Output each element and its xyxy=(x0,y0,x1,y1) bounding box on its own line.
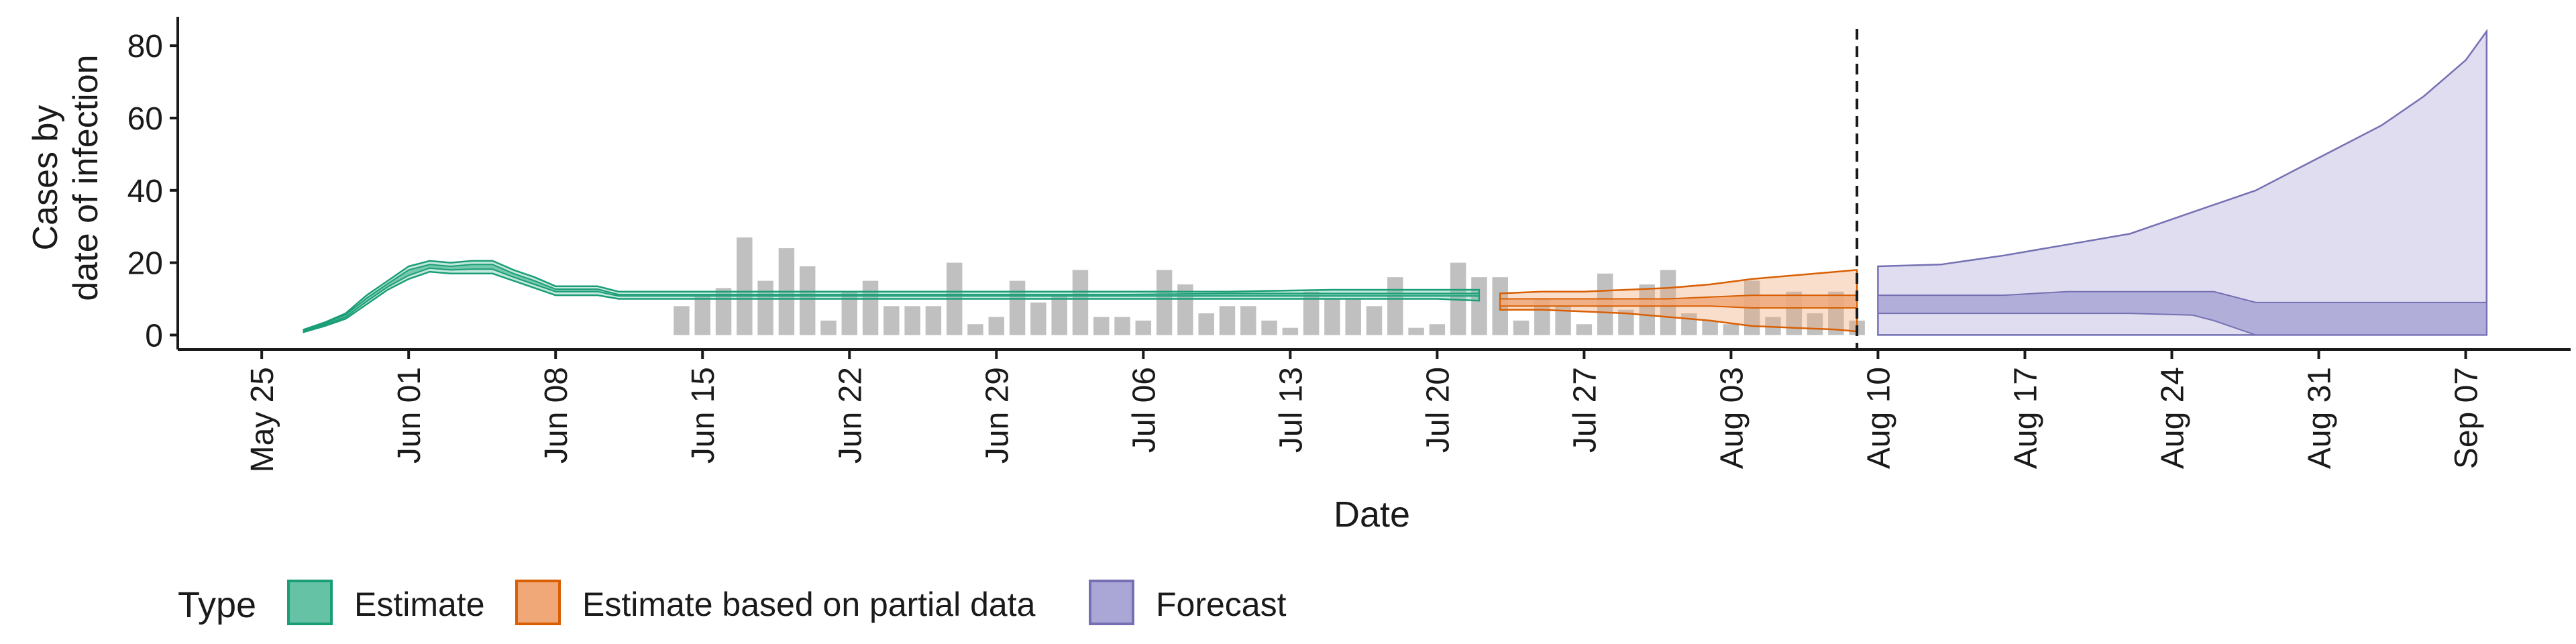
reported-cases-bar xyxy=(1345,299,1361,335)
reported-cases-bar xyxy=(1072,270,1089,335)
reported-cases-bar xyxy=(1429,324,1446,335)
reported-cases-bar xyxy=(1471,277,1487,335)
x-tick-label: Aug 10 xyxy=(1861,367,1896,469)
legend-label: Forecast xyxy=(1156,586,1287,623)
reported-cases-bar xyxy=(1030,302,1046,335)
reported-cases-bar xyxy=(925,306,942,335)
reported-cases-bar xyxy=(1093,317,1110,335)
forecast-outer-band xyxy=(1877,28,2488,336)
legend-title: Type xyxy=(178,585,256,625)
reported-cases-bar xyxy=(1009,280,1026,335)
reported-cases-bar xyxy=(1387,277,1403,335)
reported-cases-bar xyxy=(1135,320,1152,335)
x-tick-label: Aug 17 xyxy=(2008,367,2043,469)
reported-cases-bar xyxy=(715,288,732,335)
reported-cases-bar xyxy=(820,320,837,335)
x-axis-ticks: May 25 Jun 01 Jun 08 Jun 15 Jun 22 Jun 29 Jul … xyxy=(245,350,2485,472)
reported-cases-bars xyxy=(674,237,1865,335)
reported-cases-bar xyxy=(799,266,816,335)
x-tick-label: Aug 03 xyxy=(1714,367,1750,469)
legend-label: Estimate based on partial data xyxy=(582,586,1036,623)
y-axis-label-line1: Cases by xyxy=(26,105,65,251)
reported-cases-bar xyxy=(694,295,710,335)
reported-cases-bar xyxy=(737,237,753,335)
reported-cases-bar xyxy=(1576,324,1593,335)
reported-cases-bar xyxy=(1366,306,1383,335)
x-axis-label: Date xyxy=(1334,494,1410,535)
reported-cases-bar xyxy=(1555,306,1571,335)
reported-cases-bar xyxy=(1303,291,1320,335)
reported-cases-bar xyxy=(967,324,983,335)
y-tick-label: 20 xyxy=(127,246,163,282)
legend: Type Estimate Estimate based on partial d… xyxy=(178,580,1287,625)
x-tick-label: Jul 06 xyxy=(1126,367,1162,453)
x-tick-label: Aug 31 xyxy=(2302,367,2338,469)
x-tick-label: Jun 29 xyxy=(979,367,1015,464)
reported-cases-bar xyxy=(1198,313,1214,335)
reported-cases-bar xyxy=(1702,320,1718,335)
x-tick-label: Sep 07 xyxy=(2449,367,2485,469)
estimate-inner-band xyxy=(303,264,1480,333)
x-tick-label: Jul 27 xyxy=(1567,367,1603,453)
reported-cases-bar xyxy=(1618,309,1634,335)
y-axis-ticks: 0 20 40 60 80 xyxy=(127,29,178,354)
reported-cases-bar xyxy=(1450,262,1466,335)
reported-cases-bar xyxy=(1723,324,1739,335)
reported-cases-bar xyxy=(1513,320,1529,335)
y-tick-label: 80 xyxy=(127,29,163,64)
x-tick-label: Jun 22 xyxy=(833,367,868,464)
reported-cases-bar xyxy=(841,291,857,335)
y-tick-label: 60 xyxy=(127,101,163,137)
x-tick-label: Aug 24 xyxy=(2155,367,2191,469)
reported-cases-bar xyxy=(1639,284,1655,335)
reported-cases-bar xyxy=(674,306,690,335)
reported-cases-bar xyxy=(883,306,900,335)
reported-cases-bar xyxy=(1177,284,1193,335)
x-tick-label: Jul 20 xyxy=(1420,367,1456,453)
reported-cases-bar xyxy=(1156,270,1173,335)
y-axis-label-line2: date of infection xyxy=(66,54,105,301)
forecast-inner-band xyxy=(1877,290,2487,336)
legend-label: Estimate xyxy=(354,586,485,623)
reported-cases-bar xyxy=(1261,320,1277,335)
legend-key xyxy=(515,580,561,625)
estimate-bands xyxy=(303,28,2488,336)
reported-cases-bar xyxy=(1282,327,1299,335)
reported-cases-bar xyxy=(757,280,773,335)
reported-cases-bar xyxy=(862,280,879,335)
x-tick-label: Jun 01 xyxy=(392,367,427,464)
reported-cases-bar xyxy=(1765,317,1781,335)
y-tick-label: 0 xyxy=(145,318,163,354)
x-tick-label: May 25 xyxy=(245,367,280,472)
reported-cases-bar xyxy=(904,306,920,335)
reported-cases-bar xyxy=(1219,306,1236,335)
x-tick-label: Jul 13 xyxy=(1273,367,1309,453)
x-tick-label: Jun 08 xyxy=(539,367,574,464)
reported-cases-bar xyxy=(1324,299,1340,335)
reported-cases-bar xyxy=(1408,327,1424,335)
legend-key xyxy=(287,580,333,625)
reported-cases-bar xyxy=(1051,295,1067,335)
reported-cases-bar xyxy=(1114,317,1130,335)
x-tick-label: Jun 15 xyxy=(686,367,721,464)
reported-cases-bar xyxy=(988,317,1005,335)
reported-cases-bar xyxy=(1240,306,1256,335)
reported-cases-bar xyxy=(1534,299,1550,335)
y-tick-label: 40 xyxy=(127,174,163,209)
legend-key xyxy=(1089,580,1134,625)
